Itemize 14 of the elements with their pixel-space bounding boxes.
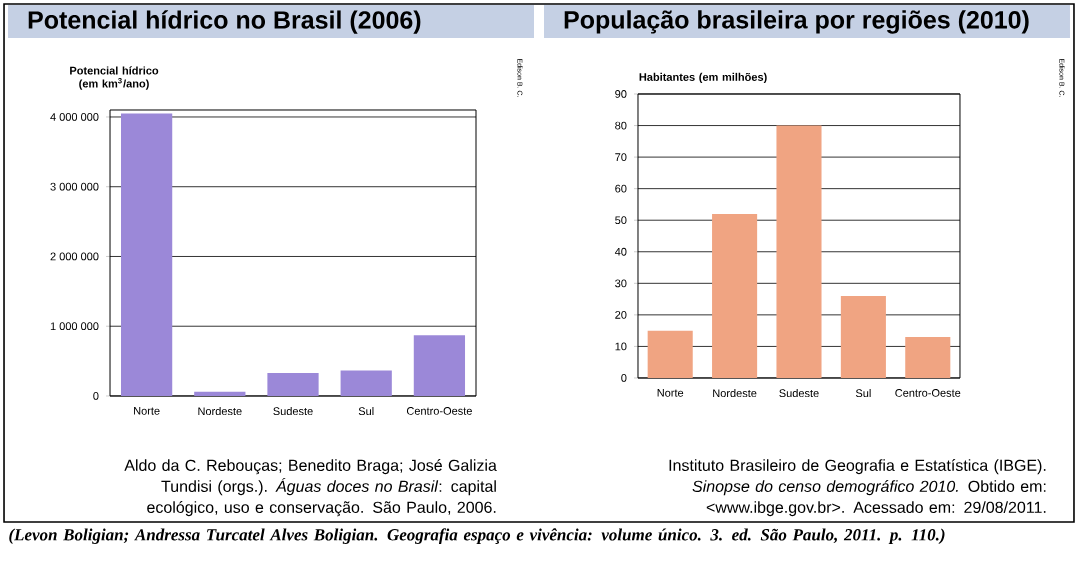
bar bbox=[647, 330, 693, 378]
bar bbox=[712, 213, 758, 378]
bar bbox=[121, 113, 173, 396]
bar bbox=[840, 295, 886, 378]
text: Aldo da C. Rebouças; Benedito Braga; José Galizia Tundisi (orgs.). Águas doces no Brasil: capital ecológico, uso e conservação. São Paulo, 2006. bbox=[124, 459, 497, 517]
bar bbox=[413, 335, 466, 396]
bar bbox=[776, 125, 822, 378]
text: Instituto Brasileiro de Geografia e Estatística (IBGE). Sinopse do censo demográfico 2010. Obtido em: <www.ibge.gov.br>. Acessado em: 29/08/2011. bbox=[669, 459, 1046, 517]
bar bbox=[905, 336, 951, 378]
text: (Levon Boligian; Andressa Turcatel Alves Boligian. Geografia espaço e vivência: volume único. 3. ed. São Paulo, 2011. p. 110.) bbox=[9, 528, 945, 544]
bar bbox=[267, 372, 319, 396]
chart-title: População brasileira por regiões (2010) bbox=[564, 10, 1029, 34]
bar bbox=[340, 370, 392, 396]
chart-title: Potencial hídrico no Brasil (2006) bbox=[28, 10, 421, 34]
